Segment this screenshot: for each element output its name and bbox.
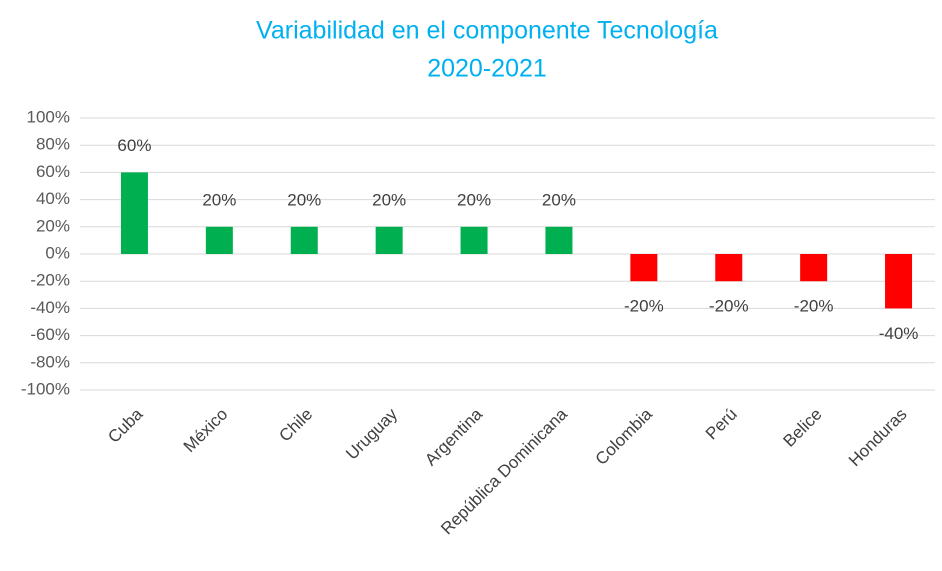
chart-title: 2020-2021 bbox=[427, 55, 547, 83]
bar bbox=[290, 226, 318, 254]
bar bbox=[120, 172, 148, 254]
y-tick-label: -80% bbox=[30, 352, 70, 371]
x-tick-label: Argentina bbox=[421, 404, 486, 469]
data-label: 20% bbox=[287, 190, 321, 209]
data-label: -20% bbox=[794, 297, 834, 316]
y-tick-label: -60% bbox=[30, 325, 70, 344]
bar bbox=[885, 254, 913, 309]
bar bbox=[375, 226, 403, 254]
x-tick-label: Colombia bbox=[592, 404, 657, 469]
data-label: 20% bbox=[372, 190, 406, 209]
x-tick-label: Chile bbox=[275, 405, 316, 446]
data-label: -40% bbox=[879, 324, 919, 343]
data-label: -20% bbox=[709, 297, 749, 316]
bar bbox=[630, 254, 658, 282]
data-label: 60% bbox=[117, 136, 151, 155]
x-tick-label: Perú bbox=[702, 405, 741, 444]
chart-title: Variabilidad en el componente Tecnología bbox=[256, 17, 718, 45]
bar bbox=[715, 254, 743, 282]
bar bbox=[460, 226, 488, 254]
y-tick-label: 40% bbox=[36, 189, 70, 208]
x-tick-label: Belice bbox=[779, 405, 825, 451]
y-tick-label: 80% bbox=[36, 135, 70, 154]
x-tick-label: Uruguay bbox=[342, 404, 401, 463]
bar bbox=[205, 226, 233, 254]
y-tick-label: -40% bbox=[30, 298, 70, 317]
x-tick-label: Cuba bbox=[104, 404, 147, 447]
y-tick-label: 100% bbox=[27, 107, 70, 126]
x-tick-label: México bbox=[180, 405, 232, 457]
data-label: -20% bbox=[624, 297, 664, 316]
data-label: 20% bbox=[542, 190, 576, 209]
data-label: 20% bbox=[202, 190, 236, 209]
y-tick-label: 20% bbox=[36, 216, 70, 235]
x-tick-label: Honduras bbox=[845, 405, 911, 471]
bar bbox=[545, 226, 573, 254]
y-tick-label: 60% bbox=[36, 162, 70, 181]
y-tick-label: -100% bbox=[21, 379, 70, 398]
y-tick-label: -20% bbox=[30, 271, 70, 290]
data-label: 20% bbox=[457, 190, 491, 209]
y-tick-label: 0% bbox=[45, 243, 70, 262]
bar bbox=[800, 254, 828, 282]
